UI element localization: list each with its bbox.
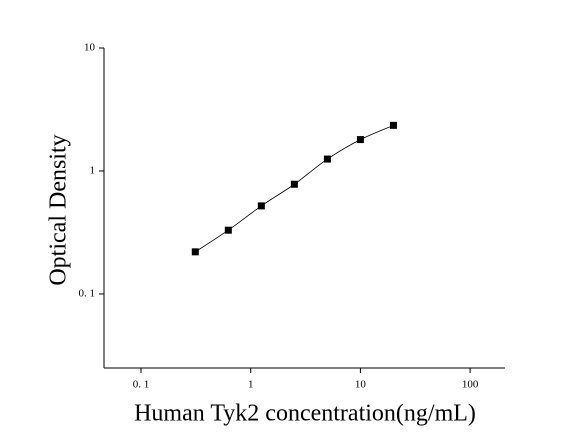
x-tick-label: 10 [355, 379, 367, 391]
data-point [191, 248, 199, 256]
y-tick-label: 10 [84, 42, 96, 54]
data-point [389, 121, 397, 129]
data-point [257, 202, 265, 210]
data-point [356, 136, 364, 144]
x-axis-title: Human Tyk2 concentration(ng/mL) [134, 401, 476, 427]
x-tick-label: 100 [462, 379, 479, 391]
y-tick-label: 0. 1 [79, 287, 96, 299]
data-point [290, 180, 298, 188]
y-tick-label: 1 [90, 165, 96, 177]
data-point [323, 155, 331, 163]
x-tick-label: 0. 1 [133, 379, 150, 391]
y-axis-title: Optical Density [46, 134, 72, 285]
data-point [224, 226, 232, 234]
x-tick-label: 1 [248, 379, 254, 391]
